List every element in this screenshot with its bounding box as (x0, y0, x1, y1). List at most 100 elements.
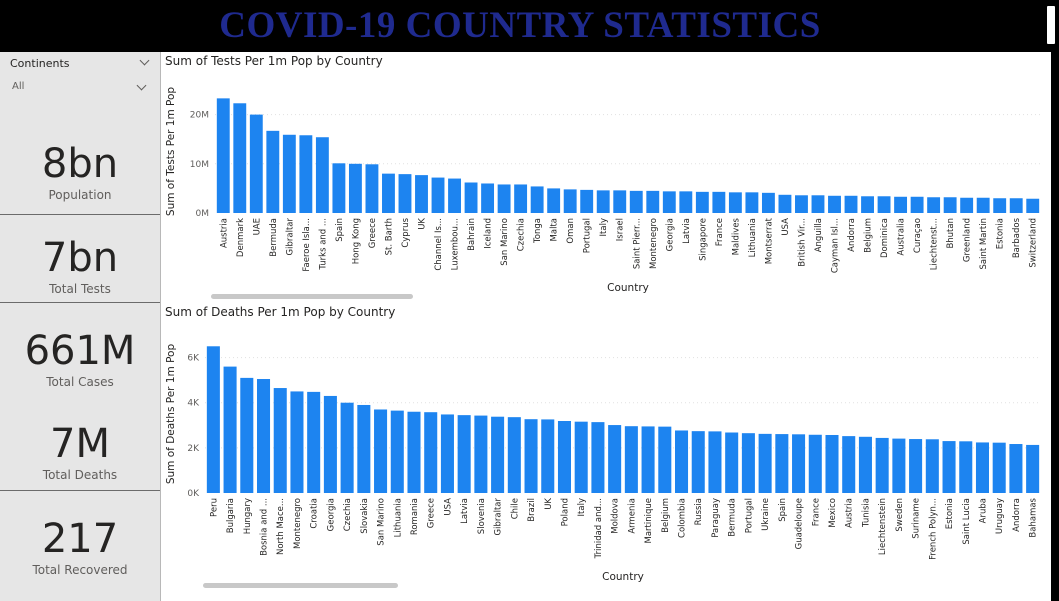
bar[interactable] (825, 434, 839, 493)
bar[interactable] (365, 164, 379, 213)
bar[interactable] (662, 191, 676, 213)
bar[interactable] (695, 191, 709, 213)
bar[interactable] (206, 346, 220, 493)
bar[interactable] (624, 426, 638, 493)
bar[interactable] (557, 420, 572, 493)
bar[interactable] (440, 414, 454, 493)
bar[interactable] (390, 410, 404, 493)
bar[interactable] (273, 388, 287, 493)
bar[interactable] (424, 412, 438, 493)
bar[interactable] (778, 194, 792, 213)
bar[interactable] (240, 377, 254, 493)
bar[interactable] (892, 438, 906, 493)
bar[interactable] (464, 182, 478, 213)
bar[interactable] (629, 190, 643, 213)
bar[interactable] (596, 190, 610, 213)
bar[interactable] (992, 442, 1006, 493)
bar[interactable] (728, 192, 742, 213)
bar[interactable] (514, 184, 528, 213)
bar[interactable] (691, 431, 705, 493)
bar[interactable] (530, 186, 544, 213)
bar[interactable] (745, 192, 759, 213)
slicer-selected-value[interactable]: All (12, 81, 25, 92)
bar[interactable] (524, 419, 538, 493)
bar[interactable] (894, 196, 908, 213)
bar[interactable] (256, 379, 271, 493)
bar[interactable] (795, 195, 808, 213)
bar[interactable] (844, 195, 858, 213)
bar[interactable] (976, 197, 990, 213)
bar[interactable] (233, 103, 247, 213)
horizontal-scrollbar[interactable] (203, 583, 398, 588)
bar[interactable] (1026, 444, 1040, 493)
bar[interactable] (943, 197, 957, 213)
bar[interactable] (481, 183, 495, 213)
bar[interactable] (725, 432, 739, 493)
bar[interactable] (282, 134, 296, 213)
bar[interactable] (323, 395, 337, 493)
bar[interactable] (877, 196, 891, 213)
bar[interactable] (761, 192, 775, 213)
bar[interactable] (674, 430, 689, 493)
bar[interactable] (266, 130, 280, 213)
bar[interactable] (960, 197, 974, 213)
bar[interactable] (497, 184, 511, 213)
bar[interactable] (679, 191, 693, 213)
bar[interactable] (348, 163, 362, 213)
bar[interactable] (993, 198, 1007, 213)
bar[interactable] (474, 415, 488, 493)
chevron-down-icon[interactable] (139, 55, 150, 66)
bar[interactable] (792, 434, 806, 493)
bar[interactable] (811, 195, 825, 213)
bar[interactable] (374, 409, 388, 493)
bar[interactable] (925, 439, 939, 493)
bar[interactable] (712, 191, 726, 213)
bar[interactable] (457, 415, 471, 493)
continents-slicer[interactable]: Continents All (0, 52, 160, 100)
bar[interactable] (507, 417, 521, 493)
bar[interactable] (340, 402, 354, 493)
bar[interactable] (223, 366, 237, 493)
bar[interactable] (909, 439, 923, 493)
bar[interactable] (861, 196, 874, 213)
bar[interactable] (975, 442, 990, 493)
bar[interactable] (942, 441, 956, 493)
bar[interactable] (431, 177, 445, 213)
bar[interactable] (842, 436, 856, 493)
bar[interactable] (808, 434, 822, 493)
bar[interactable] (959, 441, 973, 493)
bar[interactable] (613, 190, 627, 213)
header-scrollbar[interactable] (1047, 6, 1055, 44)
bar[interactable] (415, 175, 428, 213)
bar[interactable] (290, 391, 304, 493)
bar[interactable] (608, 425, 622, 493)
bar[interactable] (357, 404, 371, 493)
bar[interactable] (547, 188, 561, 213)
horizontal-scrollbar[interactable] (211, 294, 413, 299)
bar[interactable] (910, 196, 924, 213)
bar[interactable] (541, 419, 555, 493)
bar[interactable] (216, 98, 230, 213)
bar[interactable] (398, 174, 412, 213)
bar[interactable] (382, 173, 395, 213)
bar[interactable] (249, 114, 263, 213)
bar[interactable] (646, 190, 660, 213)
chevron-down-icon[interactable] (136, 80, 147, 91)
bar[interactable] (307, 391, 321, 493)
bar[interactable] (828, 195, 841, 213)
bar[interactable] (1026, 198, 1040, 213)
bar[interactable] (591, 422, 605, 493)
bar[interactable] (775, 434, 789, 493)
bar[interactable] (1009, 444, 1023, 493)
bar[interactable] (875, 437, 889, 493)
bar[interactable] (1009, 198, 1023, 213)
bar[interactable] (315, 137, 329, 213)
bar[interactable] (491, 416, 505, 493)
bar[interactable] (580, 189, 594, 213)
bar[interactable] (563, 189, 577, 213)
bar[interactable] (574, 421, 588, 493)
bar[interactable] (927, 197, 941, 213)
bar[interactable] (741, 433, 755, 493)
bar[interactable] (448, 178, 461, 213)
bar[interactable] (658, 426, 672, 493)
